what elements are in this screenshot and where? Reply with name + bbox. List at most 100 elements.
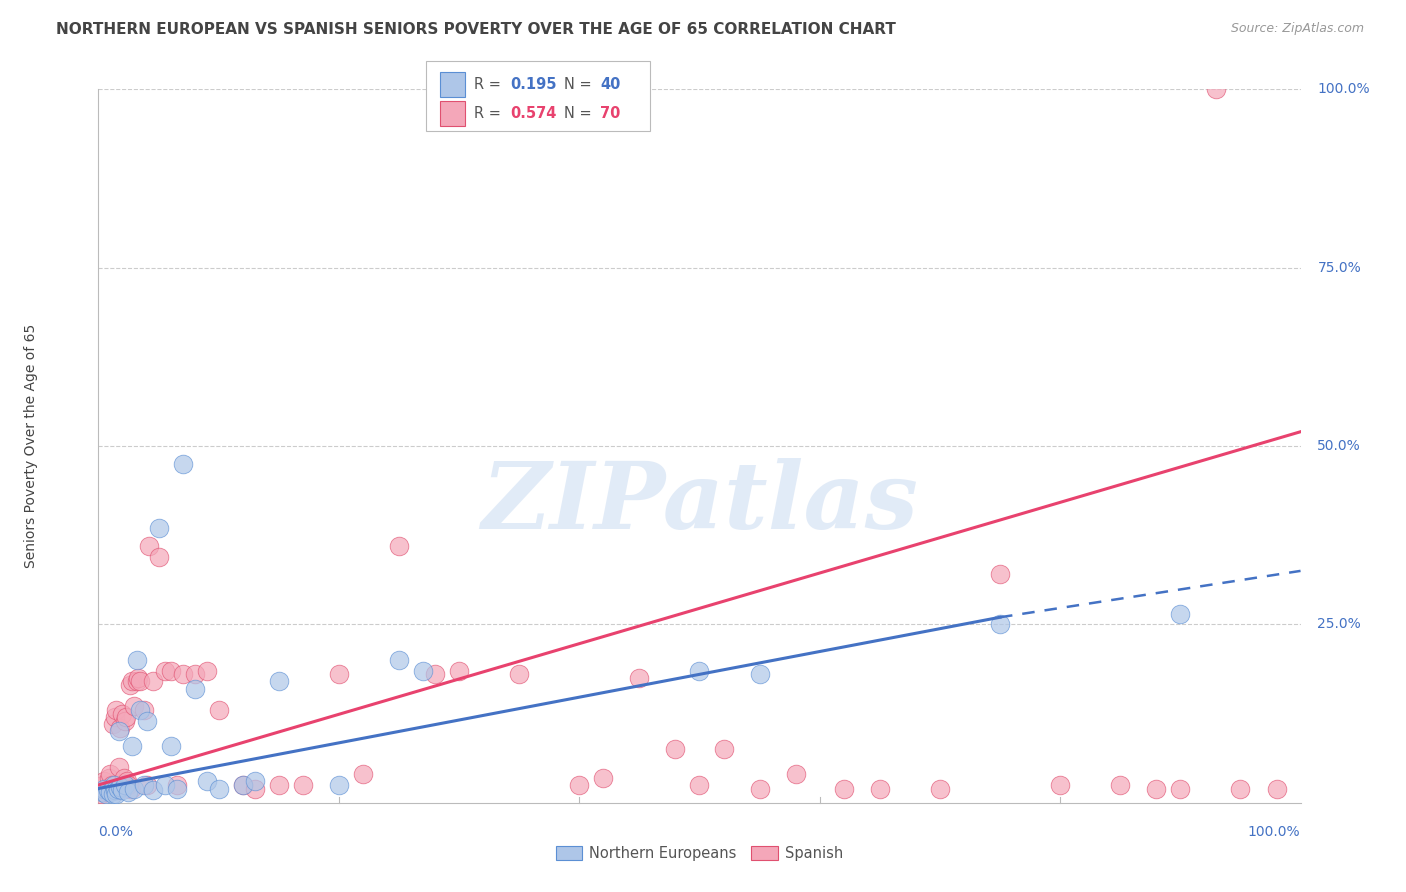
Point [232,778,254,792]
Point [100,767,122,781]
Point [172,457,194,471]
Point [1170,781,1192,796]
Point [1049,778,1071,792]
Point [104,710,127,724]
Point [267,778,290,792]
Point [243,774,266,789]
Point [105,787,128,801]
Point [159,739,181,753]
Point [107,783,129,797]
Point [159,664,181,678]
Point [869,781,891,796]
Point [412,664,434,678]
Point [105,703,128,717]
Point [352,767,374,781]
Point [135,714,157,728]
Point [832,781,855,796]
Point [125,653,148,667]
Text: NORTHERN EUROPEAN VS SPANISH SENIORS POVERTY OVER THE AGE OF 65 CORRELATION CHAR: NORTHERN EUROPEAN VS SPANISH SENIORS POV… [56,22,896,37]
Point [183,681,205,696]
Point [124,781,146,796]
Point [104,783,127,797]
Point [388,653,411,667]
Point [129,674,152,689]
Text: ZIPatlas: ZIPatlas [481,458,918,548]
Point [928,781,950,796]
Point [141,674,163,689]
Text: Seniors Poverty Over the Age of 65: Seniors Poverty Over the Age of 65 [24,324,38,568]
Point [118,678,141,692]
Point [100,778,122,792]
Text: 50.0%: 50.0% [1317,439,1361,453]
Point [328,778,350,792]
Text: 0.195: 0.195 [510,77,557,92]
Text: 100.0%: 100.0% [1249,825,1301,839]
Point [243,781,266,796]
Point [97,783,120,797]
Point [101,717,124,731]
Point [103,778,125,792]
Point [208,703,231,717]
Text: 25.0%: 25.0% [1317,617,1361,632]
Point [267,674,290,689]
Point [91,785,114,799]
Point [132,703,155,717]
Point [1265,781,1288,796]
Point [1205,82,1227,96]
Point [135,778,157,792]
Point [96,785,118,799]
Text: N =: N = [564,106,596,121]
Text: 0.574: 0.574 [510,106,557,121]
Point [664,742,686,756]
Point [153,778,176,792]
Point [988,567,1011,582]
Point [748,667,770,681]
Point [328,667,350,681]
Point [195,774,218,789]
Text: 70: 70 [600,106,620,121]
Point [108,721,131,735]
Point [447,664,470,678]
Point [195,664,218,678]
Point [183,667,205,681]
Point [94,787,117,801]
Point [166,781,188,796]
Text: Source: ZipAtlas.com: Source: ZipAtlas.com [1230,22,1364,36]
Point [153,664,176,678]
Point [115,710,138,724]
Point [166,778,188,792]
Point [291,778,314,792]
Point [127,671,149,685]
Point [94,781,117,796]
Text: 75.0%: 75.0% [1317,260,1361,275]
Point [988,617,1011,632]
Point [101,787,124,801]
Point [1144,781,1167,796]
Point [117,774,139,789]
Point [508,667,530,681]
Legend: Northern Europeans, Spanish: Northern Europeans, Spanish [550,840,849,867]
Point [120,781,142,796]
Point [688,778,710,792]
Point [108,780,131,794]
Text: R =: R = [474,106,505,121]
Point [232,778,254,792]
Point [132,778,155,792]
Point [100,785,122,799]
Text: 0.0%: 0.0% [98,825,134,839]
Point [108,724,131,739]
Point [91,778,114,792]
Point [148,521,170,535]
Point [423,667,446,681]
Point [129,703,152,717]
Point [93,781,115,796]
Point [114,714,136,728]
Text: 40: 40 [600,77,620,92]
Point [114,778,136,792]
Point [93,774,115,789]
Text: N =: N = [564,77,596,92]
Point [111,783,134,797]
Point [785,767,807,781]
Point [111,706,134,721]
Point [125,674,148,689]
